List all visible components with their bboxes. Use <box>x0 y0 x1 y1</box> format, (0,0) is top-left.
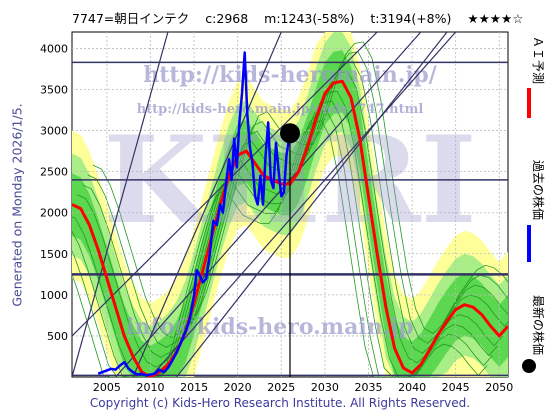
legend-latest-price: 最新の株価 <box>522 295 546 373</box>
channel-line <box>72 32 378 337</box>
watermark-url-code: http://kids-hero.main.jp/code7747.html <box>137 102 424 117</box>
x-tick-label: 2045 <box>442 381 470 394</box>
watermark-url-main: http://kids-heromain.jp/ <box>143 62 438 88</box>
channel-line <box>72 32 169 377</box>
watermark-email: info@kids-hero.main.jp <box>126 314 413 340</box>
channel-line <box>132 32 282 377</box>
copyright: Copyright (c) Kids-Hero Research Institu… <box>89 396 471 410</box>
channel-line <box>150 32 457 377</box>
legend-ai-forecast: ＡＩ予測 <box>527 36 545 118</box>
generated-date-text: Generated on Monday 2026/1/5. <box>9 103 25 307</box>
legend-past-price: 過去の株価 <box>527 160 546 262</box>
chart-header: 7747=朝日インテク c:2968 m:1243(-58%) t:3194(+… <box>72 8 535 27</box>
legend: ＡＩ予測 過去の株価 最新の株価 <box>522 36 546 373</box>
channel-line <box>115 32 422 377</box>
x-tick-label: 2050 <box>485 381 513 394</box>
x-tick-label: 2025 <box>267 381 295 394</box>
star-rating: ★★★★☆ <box>467 11 524 26</box>
y-tick-label: 2500 <box>40 166 68 179</box>
generated-date-label: Generated on Monday 2026/1/5. <box>2 60 32 350</box>
y-tick-label: 4000 <box>40 42 68 55</box>
y-tick-label: 3000 <box>40 125 68 138</box>
markers <box>280 123 300 377</box>
target-price: t:3194(+8%) <box>370 11 452 26</box>
y-tick-label: 3500 <box>40 84 68 97</box>
x-tick-label: 2010 <box>136 381 164 394</box>
y-axis-ticks: 500 1000 1500 2000 2500 3000 3500 4000 <box>40 42 68 343</box>
latest-price-point <box>280 123 300 144</box>
stock-code-name: 7747=朝日インテク <box>72 11 190 26</box>
x-tick-label: 2040 <box>398 381 426 394</box>
y-tick-label: 1500 <box>40 248 68 261</box>
legend-ai-forecast-label: ＡＩ予測 <box>531 36 545 84</box>
y-tick-label: 1000 <box>40 289 68 302</box>
current-price: c:2968 <box>205 11 249 26</box>
series-past-price <box>97 51 292 377</box>
band-track <box>92 41 508 339</box>
legend-latest-price-label: 最新の株価 <box>531 295 546 355</box>
x-tick-label: 2035 <box>354 381 382 394</box>
x-tick-label: 2020 <box>224 381 252 394</box>
x-axis-ticks: 2005 2010 2015 2020 2025 2030 2035 2040 2045 2050 <box>93 381 513 394</box>
y-tick-label: 500 <box>47 330 68 343</box>
x-tick-label: 2030 <box>311 381 339 394</box>
x-tick-label: 2005 <box>93 381 121 394</box>
y-tick-label: 2000 <box>40 207 68 220</box>
channel-line <box>176 32 448 377</box>
x-tick-label: 2015 <box>180 381 208 394</box>
min-price: m:1243(-58%) <box>264 11 355 26</box>
legend-past-price-label: 過去の株価 <box>531 160 546 220</box>
trend-channels <box>72 32 457 377</box>
